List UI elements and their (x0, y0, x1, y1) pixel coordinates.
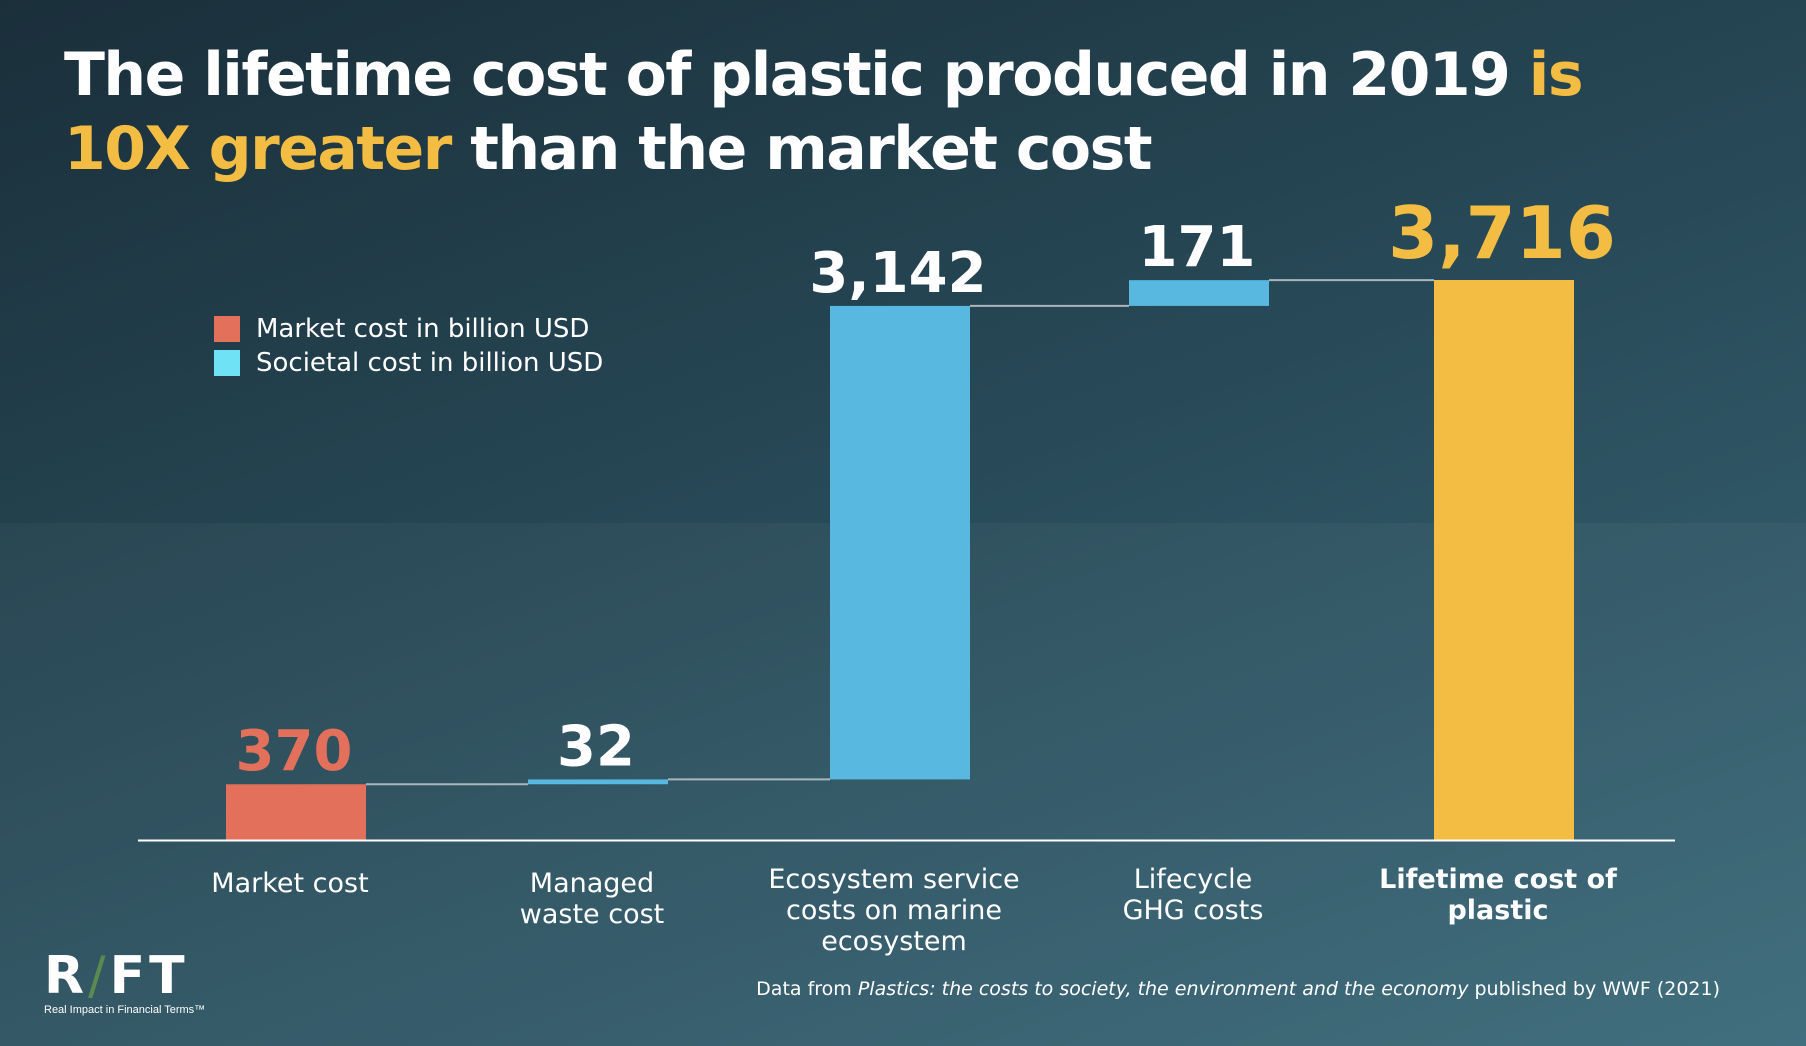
data-label: 32 (557, 714, 635, 779)
category-label: waste cost (520, 899, 665, 930)
legend-swatch-market (214, 316, 240, 342)
title-part-1: The lifetime cost of plastic produced in… (64, 40, 1529, 110)
bar-societal (528, 779, 668, 785)
logo-tagline: Real Impact in Financial Terms™ (44, 1004, 206, 1016)
bar-total (1434, 280, 1574, 840)
logo-mark: R/FT (44, 948, 224, 1004)
data-label: 370 (236, 719, 353, 784)
logo-mark-left: R (44, 946, 89, 1006)
rift-logo: R/FT Real Impact in Financial Terms™ (44, 948, 224, 1016)
bar-societal (830, 305, 970, 780)
category-label: Managed (530, 868, 654, 899)
title-highlight: is 10X greater (64, 40, 1584, 184)
legend-swatch-societal (214, 350, 240, 376)
data-label: 3,142 (809, 241, 986, 306)
category-label: Ecosystem service (768, 864, 1019, 895)
category-label: Lifetime cost of (1379, 864, 1617, 895)
legend-item-societal: Societal cost in billion USD (214, 346, 603, 380)
chart-legend: Market cost in billion USD Societal cost… (214, 312, 603, 380)
source-prefix: Data from (756, 978, 858, 1000)
source-suffix: published by WWF (2021) (1468, 978, 1720, 1000)
category-label: ecosystem (821, 926, 967, 957)
data-label: 171 (1139, 215, 1256, 280)
data-label: 3,716 (1388, 191, 1616, 275)
category-label: costs on marine (786, 895, 1002, 926)
category-label: plastic (1447, 895, 1548, 926)
legend-label-market: Market cost in billion USD (256, 314, 590, 344)
source-note: Data from Plastics: the costs to society… (756, 978, 1720, 1000)
category-label: Market cost (211, 868, 368, 899)
legend-label-societal: Societal cost in billion USD (256, 348, 604, 378)
bar-societal (1129, 280, 1269, 306)
bar-market (226, 784, 366, 840)
logo-mark-right: FT (109, 946, 189, 1006)
logo-mark-slash: / (88, 946, 110, 1006)
source-title: Plastics: the costs to society, the envi… (857, 978, 1469, 1000)
legend-item-market: Market cost in billion USD (214, 312, 603, 346)
category-label: GHG costs (1123, 895, 1264, 926)
category-label: Lifecycle (1134, 864, 1252, 895)
page-title: The lifetime cost of plastic produced in… (64, 38, 1704, 186)
title-part-2: than the market cost (450, 114, 1152, 184)
